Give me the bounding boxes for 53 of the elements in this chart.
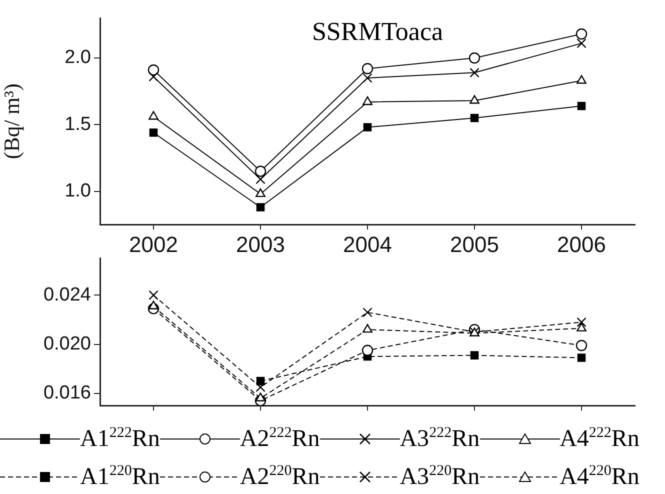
point xyxy=(256,382,266,392)
y-tick-label: 1.5 xyxy=(64,114,91,135)
point xyxy=(148,111,158,120)
point xyxy=(577,102,586,110)
y-tick-label: 0.020 xyxy=(43,334,91,354)
y-tick-label: 2.0 xyxy=(64,47,91,68)
legend-label: A3$^{222}$Rn xyxy=(400,425,480,453)
legend-label: A2$^{222}$Rn xyxy=(240,425,320,453)
point xyxy=(576,322,586,332)
point xyxy=(148,72,158,82)
point xyxy=(362,344,374,356)
y-tick-label: 0.016 xyxy=(43,382,91,404)
x-tick-label: 2006 xyxy=(557,232,606,257)
legend-label: A2$^{220}$Rn xyxy=(240,463,320,491)
point xyxy=(149,128,158,137)
point xyxy=(256,188,266,198)
legend-label: A3$^{220}$Rn xyxy=(400,463,480,491)
y-axis-title: (Bq/ m³) xyxy=(0,83,24,160)
point xyxy=(256,174,266,184)
y-tick-label: 0.024 xyxy=(43,284,92,306)
legend-label: A1$^{220}$Rn xyxy=(80,463,160,491)
point xyxy=(148,300,158,310)
point xyxy=(468,52,480,64)
legend-label: A4$^{220}$Rn xyxy=(560,463,640,491)
point xyxy=(362,308,372,318)
x-tick-label: 2005 xyxy=(450,232,499,257)
point xyxy=(362,63,374,74)
point xyxy=(576,28,588,40)
point xyxy=(362,73,372,83)
point xyxy=(576,75,586,84)
point xyxy=(256,392,266,402)
x-tick-label: 2003 xyxy=(236,232,285,257)
legend-label: A4$^{222}$Rn xyxy=(560,425,640,453)
point xyxy=(576,38,586,48)
x-tick-label: 2002 xyxy=(129,232,178,257)
point xyxy=(577,354,586,362)
point xyxy=(470,114,479,122)
point xyxy=(470,68,480,78)
point xyxy=(470,351,479,360)
chart-title: SSRMToaca xyxy=(312,16,444,46)
legend-label: A1$^{222}$Rn xyxy=(80,425,160,453)
point xyxy=(470,95,480,104)
x-tick-label: 2004 xyxy=(343,232,392,257)
point xyxy=(256,203,265,212)
y-tick-label: 1.0 xyxy=(64,180,91,202)
point xyxy=(254,166,266,177)
point xyxy=(148,290,158,300)
point xyxy=(362,96,372,106)
point xyxy=(148,64,160,76)
point xyxy=(576,317,586,328)
point xyxy=(362,324,372,333)
point xyxy=(576,340,588,352)
point xyxy=(363,123,372,132)
